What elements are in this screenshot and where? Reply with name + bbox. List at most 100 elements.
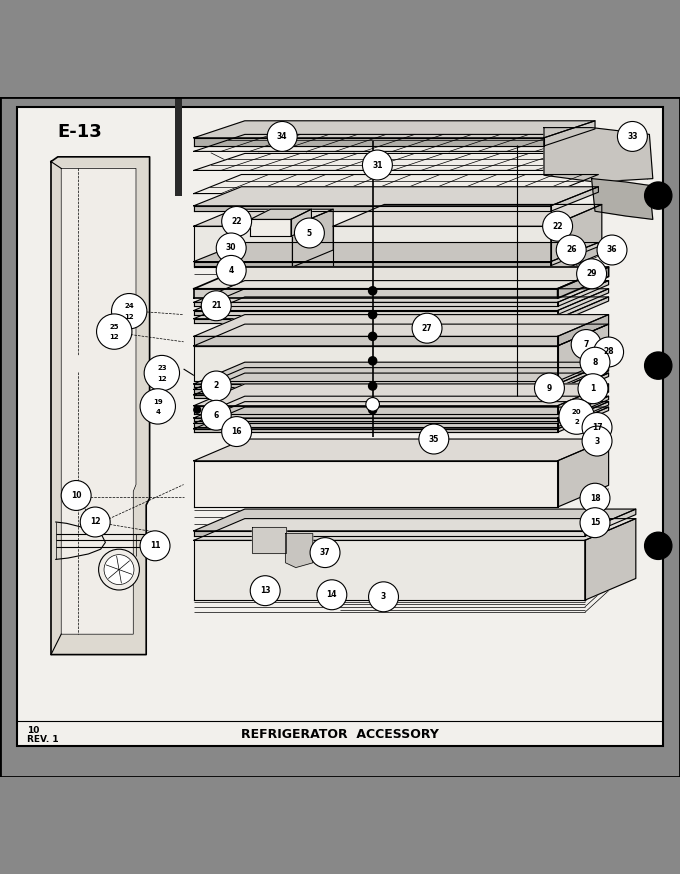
Circle shape [216,233,246,263]
Text: 18: 18 [590,494,600,503]
Circle shape [250,576,280,606]
Polygon shape [558,402,609,427]
Circle shape [294,218,324,248]
Text: 10: 10 [71,491,82,500]
Circle shape [580,347,610,378]
Circle shape [582,413,612,442]
Text: REV. 1: REV. 1 [27,735,59,744]
Text: 12: 12 [109,334,119,340]
Polygon shape [291,209,311,236]
Circle shape [80,507,110,537]
Text: 35: 35 [428,434,439,443]
Text: 2: 2 [575,419,579,425]
Text: 24: 24 [124,303,134,309]
Polygon shape [194,390,558,392]
Text: REFRIGERATOR  ACCESSORY: REFRIGERATOR ACCESSORY [241,728,439,741]
Text: 13: 13 [260,586,271,595]
Polygon shape [333,226,551,275]
Circle shape [222,417,252,447]
Polygon shape [585,518,636,600]
Circle shape [201,291,231,321]
Polygon shape [585,509,636,537]
Polygon shape [551,187,598,212]
Text: 17: 17 [592,423,602,432]
Polygon shape [194,362,609,384]
Circle shape [216,255,246,285]
Circle shape [556,235,586,265]
Polygon shape [194,288,558,298]
Polygon shape [194,384,609,406]
Text: 15: 15 [590,518,600,527]
Circle shape [582,427,612,456]
Circle shape [617,121,647,151]
Circle shape [594,337,624,367]
Circle shape [369,357,377,365]
Text: 25: 25 [109,324,119,329]
Circle shape [578,374,608,404]
Circle shape [597,235,627,265]
Circle shape [559,399,594,434]
Text: 10: 10 [27,726,39,735]
Text: 4: 4 [228,266,234,275]
Polygon shape [558,396,609,421]
Polygon shape [551,242,598,266]
Polygon shape [558,288,609,315]
Polygon shape [194,509,636,531]
Polygon shape [194,324,609,346]
Circle shape [580,508,610,538]
Text: 37: 37 [320,548,330,557]
Text: 27: 27 [422,323,432,333]
Polygon shape [194,540,585,600]
Circle shape [366,398,379,411]
Text: 7: 7 [583,340,589,349]
Circle shape [369,582,398,612]
Polygon shape [558,407,609,433]
Polygon shape [558,267,609,298]
Circle shape [61,481,91,510]
Polygon shape [194,175,598,193]
Polygon shape [250,209,311,219]
Polygon shape [592,178,653,219]
Polygon shape [194,518,636,540]
Text: 31: 31 [372,161,383,170]
Polygon shape [194,242,598,261]
Polygon shape [194,315,609,336]
Circle shape [369,382,377,390]
Circle shape [112,294,147,329]
Text: 8: 8 [592,357,598,367]
Polygon shape [194,209,333,226]
Text: 19: 19 [153,399,163,405]
Polygon shape [558,362,609,387]
Circle shape [222,206,252,236]
Circle shape [97,314,132,350]
Circle shape [543,212,573,241]
Text: 22: 22 [552,222,563,231]
Circle shape [645,182,672,209]
Polygon shape [194,461,558,507]
Circle shape [369,332,377,341]
Circle shape [140,389,175,424]
Polygon shape [558,281,609,307]
Text: 12: 12 [157,376,167,382]
Polygon shape [558,373,609,399]
Circle shape [99,549,139,590]
Polygon shape [194,121,595,138]
Polygon shape [558,368,609,392]
Polygon shape [194,406,558,414]
Text: 11: 11 [150,541,160,551]
Circle shape [201,400,231,430]
Circle shape [580,483,610,513]
Polygon shape [194,319,558,323]
Circle shape [140,531,170,561]
Polygon shape [61,169,136,635]
Circle shape [571,329,601,359]
Circle shape [412,313,442,343]
Circle shape [144,356,180,391]
Polygon shape [194,154,595,170]
Polygon shape [194,395,558,399]
Bar [175,0,182,196]
Polygon shape [194,384,558,387]
Polygon shape [194,267,609,288]
Text: 16: 16 [231,427,242,436]
Polygon shape [51,156,150,655]
